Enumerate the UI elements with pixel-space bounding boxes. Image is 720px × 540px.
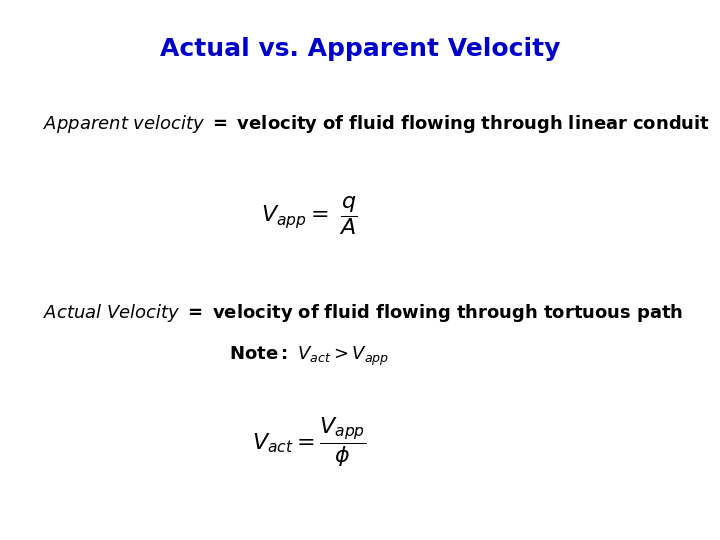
Text: $\mathit{Apparent\ velocity}$ $\mathbf{=\ velocity\ of\ fluid\ flowing\ through\: $\mathit{Apparent\ velocity}$ $\mathbf{=…: [43, 113, 711, 135]
Text: $\mathbf{Note:}\ V_{act} > V_{app}$: $\mathbf{Note:}\ V_{act} > V_{app}$: [230, 345, 390, 368]
Text: $V_{app} = \ \dfrac{q}{A}$: $V_{app} = \ \dfrac{q}{A}$: [261, 194, 358, 238]
Text: $V_{act} = \dfrac{V_{app}}{\phi}$: $V_{act} = \dfrac{V_{app}}{\phi}$: [252, 416, 367, 469]
Text: Actual vs. Apparent Velocity: Actual vs. Apparent Velocity: [160, 37, 560, 60]
Text: $\mathit{Actual\ Velocity}$ $\mathbf{=\ velocity\ of\ fluid\ flowing\ through\ t: $\mathit{Actual\ Velocity}$ $\mathbf{=\ …: [43, 302, 683, 324]
